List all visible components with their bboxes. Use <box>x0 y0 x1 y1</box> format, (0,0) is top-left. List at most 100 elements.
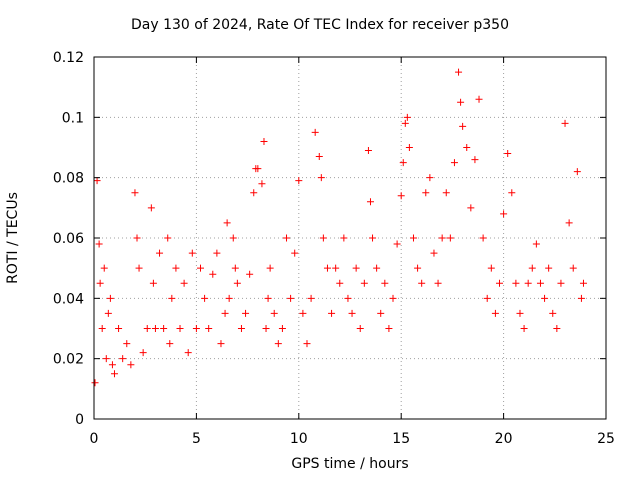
data-point <box>133 234 141 242</box>
data-point <box>463 144 471 151</box>
data-point <box>352 264 360 272</box>
data-point <box>397 192 405 200</box>
data-points <box>91 68 587 387</box>
data-point <box>577 294 585 302</box>
data-point <box>366 198 374 206</box>
data-point <box>541 294 549 302</box>
data-point <box>278 325 286 332</box>
data-point <box>401 119 409 127</box>
chart-title: Day 130 of 2024, Rate Of TEC Index for r… <box>131 17 509 33</box>
y-tick-label: 0.02 <box>53 352 84 368</box>
data-point <box>108 361 116 369</box>
data-point <box>496 279 504 287</box>
data-point <box>373 264 381 272</box>
data-point <box>414 264 422 272</box>
data-point <box>356 325 364 332</box>
data-point <box>405 144 413 151</box>
data-point <box>266 264 274 272</box>
data-point <box>446 234 454 242</box>
y-tick-label: 0.08 <box>53 171 84 187</box>
x-tick-label: 5 <box>192 431 201 447</box>
data-point <box>115 325 123 332</box>
data-point <box>311 128 319 136</box>
y-tick-label: 0.04 <box>53 291 84 307</box>
data-point <box>317 174 325 182</box>
data-point <box>364 147 372 155</box>
data-point <box>508 189 516 197</box>
data-point <box>95 240 103 248</box>
data-point <box>323 264 331 272</box>
data-point <box>229 234 237 242</box>
data-point <box>295 177 303 185</box>
data-point <box>565 219 573 227</box>
data-point <box>303 340 311 348</box>
data-point <box>524 279 532 287</box>
x-tick-label: 10 <box>290 431 308 447</box>
x-axis-label: GPS time / hours <box>291 456 409 472</box>
data-point <box>110 370 118 378</box>
axis-ticks: 0 5 10 15 20 25 0 0.02 0.04 0.06 0.08 0.1 0.12 <box>53 50 615 447</box>
data-point <box>520 325 528 332</box>
data-point <box>260 137 268 145</box>
data-point <box>399 159 407 167</box>
data-point <box>237 325 245 332</box>
data-point <box>381 279 389 287</box>
data-point <box>127 361 135 369</box>
data-point <box>201 294 209 302</box>
data-point <box>287 294 295 302</box>
data-point <box>258 180 266 188</box>
data-point <box>91 379 99 387</box>
y-axis-label: ROTI / TECUs <box>5 192 21 284</box>
data-point <box>467 204 475 212</box>
data-point <box>403 113 411 121</box>
data-point <box>217 340 225 348</box>
y-tick-label: 0.12 <box>53 50 84 66</box>
data-point <box>442 189 450 197</box>
data-point <box>483 294 491 302</box>
data-point <box>184 349 192 357</box>
data-point <box>553 325 561 332</box>
data-point <box>231 264 239 272</box>
data-point <box>139 349 147 357</box>
data-point <box>205 325 213 332</box>
data-point <box>455 68 463 76</box>
data-point <box>385 325 393 332</box>
data-point <box>106 294 114 302</box>
data-point <box>223 219 231 227</box>
data-point <box>233 279 241 287</box>
data-point <box>475 95 483 103</box>
data-point <box>434 279 442 287</box>
data-point <box>336 279 344 287</box>
data-point <box>426 174 434 182</box>
data-point <box>532 240 540 248</box>
data-point <box>557 279 565 287</box>
data-point <box>438 234 446 242</box>
data-point <box>536 279 544 287</box>
data-point <box>100 264 108 272</box>
data-point <box>299 309 307 317</box>
y-tick-label: 0.06 <box>53 231 84 247</box>
data-point <box>340 234 348 242</box>
data-point <box>156 249 164 257</box>
data-point <box>377 309 385 317</box>
data-point <box>180 279 188 287</box>
data-point <box>545 264 553 272</box>
data-point <box>393 240 401 248</box>
data-point <box>283 234 291 242</box>
data-point <box>348 309 356 317</box>
data-point <box>549 309 557 317</box>
data-point <box>270 309 278 317</box>
data-point <box>188 249 196 257</box>
data-point <box>491 309 499 317</box>
data-point <box>479 234 487 242</box>
data-point <box>307 294 315 302</box>
data-point <box>96 279 104 287</box>
data-point <box>422 189 430 197</box>
data-point <box>98 325 106 332</box>
data-point <box>528 264 536 272</box>
data-point <box>360 279 368 287</box>
data-point <box>569 264 577 272</box>
data-point <box>264 294 272 302</box>
x-tick-label: 20 <box>495 431 513 447</box>
